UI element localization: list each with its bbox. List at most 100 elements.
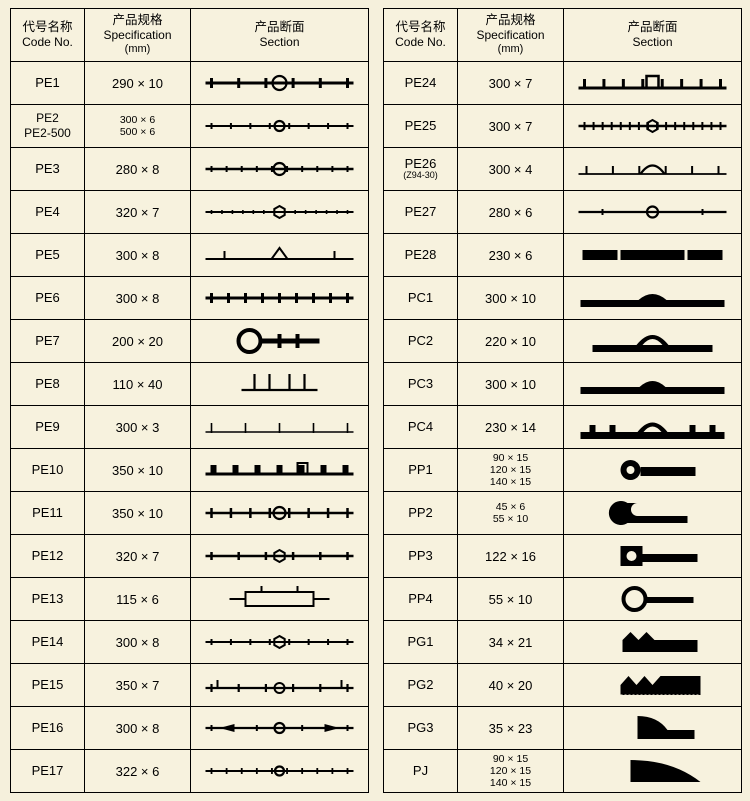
spec-cell: 230 × 6: [458, 234, 564, 277]
spec-cell: 300 × 6500 × 6: [85, 105, 191, 148]
header-spec: 产品规格Specification(mm): [458, 9, 564, 62]
code-cell: PE25: [384, 105, 458, 148]
code-cell: PE16: [11, 707, 85, 750]
code-cell: PE17: [11, 750, 85, 793]
section-cell: [191, 707, 369, 750]
table-row: PE4320 × 7: [11, 191, 369, 234]
section-cell: [191, 363, 369, 406]
spec-cell: 350 × 10: [85, 492, 191, 535]
table-row: PE25300 × 7: [384, 105, 742, 148]
code-cell: PE13: [11, 578, 85, 621]
code-cell: PE15: [11, 664, 85, 707]
code-cell: PE2PE2-500: [11, 105, 85, 148]
table-row: PC4230 × 14: [384, 406, 742, 449]
spec-cell: 34 × 21: [458, 621, 564, 664]
section-cell: [564, 62, 742, 105]
section-cell: [191, 578, 369, 621]
section-cell: [191, 105, 369, 148]
code-cell: PE24: [384, 62, 458, 105]
spec-cell: 350 × 7: [85, 664, 191, 707]
table-row: PE3280 × 8: [11, 148, 369, 191]
table-row: PG134 × 21: [384, 621, 742, 664]
code-cell: PE14: [11, 621, 85, 664]
spec-cell: 280 × 8: [85, 148, 191, 191]
left-table: 代号名称Code No. 产品规格Specification(mm) 产品断面S…: [10, 8, 369, 793]
code-cell: PE10: [11, 449, 85, 492]
section-cell: [564, 492, 742, 535]
code-cell: PC4: [384, 406, 458, 449]
code-cell: PJ: [384, 750, 458, 793]
right-table: 代号名称Code No. 产品规格Specification(mm) 产品断面S…: [383, 8, 742, 793]
spec-cell: 90 × 15120 × 15140 × 15: [458, 750, 564, 793]
header-spec: 产品规格Specification(mm): [85, 9, 191, 62]
code-cell: PC3: [384, 363, 458, 406]
table-row: PP455 × 10: [384, 578, 742, 621]
spec-cell: 300 × 3: [85, 406, 191, 449]
code-cell: PE8: [11, 363, 85, 406]
section-cell: [191, 277, 369, 320]
section-cell: [191, 664, 369, 707]
code-cell: PE4: [11, 191, 85, 234]
table-row: PE15350 × 7: [11, 664, 369, 707]
spec-cell: 322 × 6: [85, 750, 191, 793]
spec-cell: 45 × 655 × 10: [458, 492, 564, 535]
spec-cell: 320 × 7: [85, 535, 191, 578]
table-row: PE11350 × 10: [11, 492, 369, 535]
code-cell: PE3: [11, 148, 85, 191]
table-row: PP3122 × 16: [384, 535, 742, 578]
code-cell: PP2: [384, 492, 458, 535]
spec-cell: 300 × 8: [85, 277, 191, 320]
table-row: PE26(Z94-30)300 × 4: [384, 148, 742, 191]
table-row: PG240 × 20: [384, 664, 742, 707]
section-cell: [191, 62, 369, 105]
section-cell: [564, 406, 742, 449]
table-row: PC1300 × 10: [384, 277, 742, 320]
table-row: PJ90 × 15120 × 15140 × 15: [384, 750, 742, 793]
spec-cell: 122 × 16: [458, 535, 564, 578]
spec-cell: 300 × 8: [85, 234, 191, 277]
table-row: PE8110 × 40: [11, 363, 369, 406]
table-row: PE12320 × 7: [11, 535, 369, 578]
header-section: 产品断面Section: [564, 9, 742, 62]
spec-cell: 200 × 20: [85, 320, 191, 363]
spec-cell: 300 × 4: [458, 148, 564, 191]
section-cell: [191, 449, 369, 492]
code-cell: PE27: [384, 191, 458, 234]
table-row: PE2PE2-500300 × 6500 × 6: [11, 105, 369, 148]
code-cell: PC1: [384, 277, 458, 320]
table-row: PE28230 × 6: [384, 234, 742, 277]
spec-cell: 220 × 10: [458, 320, 564, 363]
section-cell: [191, 492, 369, 535]
section-cell: [564, 621, 742, 664]
section-cell: [191, 191, 369, 234]
table-row: PE6300 × 8: [11, 277, 369, 320]
section-cell: [564, 191, 742, 234]
code-cell: PE11: [11, 492, 85, 535]
table-row: PE1290 × 10: [11, 62, 369, 105]
spec-cell: 35 × 23: [458, 707, 564, 750]
section-cell: [564, 105, 742, 148]
table-row: PE13115 × 6: [11, 578, 369, 621]
spec-cell: 300 × 8: [85, 621, 191, 664]
code-cell: PG1: [384, 621, 458, 664]
table-row: PG335 × 23: [384, 707, 742, 750]
table-row: PP245 × 655 × 10: [384, 492, 742, 535]
code-cell: PE7: [11, 320, 85, 363]
section-cell: [191, 406, 369, 449]
spec-cell: 300 × 8: [85, 707, 191, 750]
section-cell: [564, 578, 742, 621]
section-cell: [564, 234, 742, 277]
table-row: PE24300 × 7: [384, 62, 742, 105]
spec-cell: 290 × 10: [85, 62, 191, 105]
section-cell: [564, 750, 742, 793]
table-row: PE27280 × 6: [384, 191, 742, 234]
table-row: PC2220 × 10: [384, 320, 742, 363]
spec-cell: 300 × 7: [458, 105, 564, 148]
code-cell: PE5: [11, 234, 85, 277]
section-cell: [191, 621, 369, 664]
table-row: PE17322 × 6: [11, 750, 369, 793]
table-row: PC3300 × 10: [384, 363, 742, 406]
spec-cell: 300 × 10: [458, 363, 564, 406]
code-cell: PE1: [11, 62, 85, 105]
code-cell: PP3: [384, 535, 458, 578]
